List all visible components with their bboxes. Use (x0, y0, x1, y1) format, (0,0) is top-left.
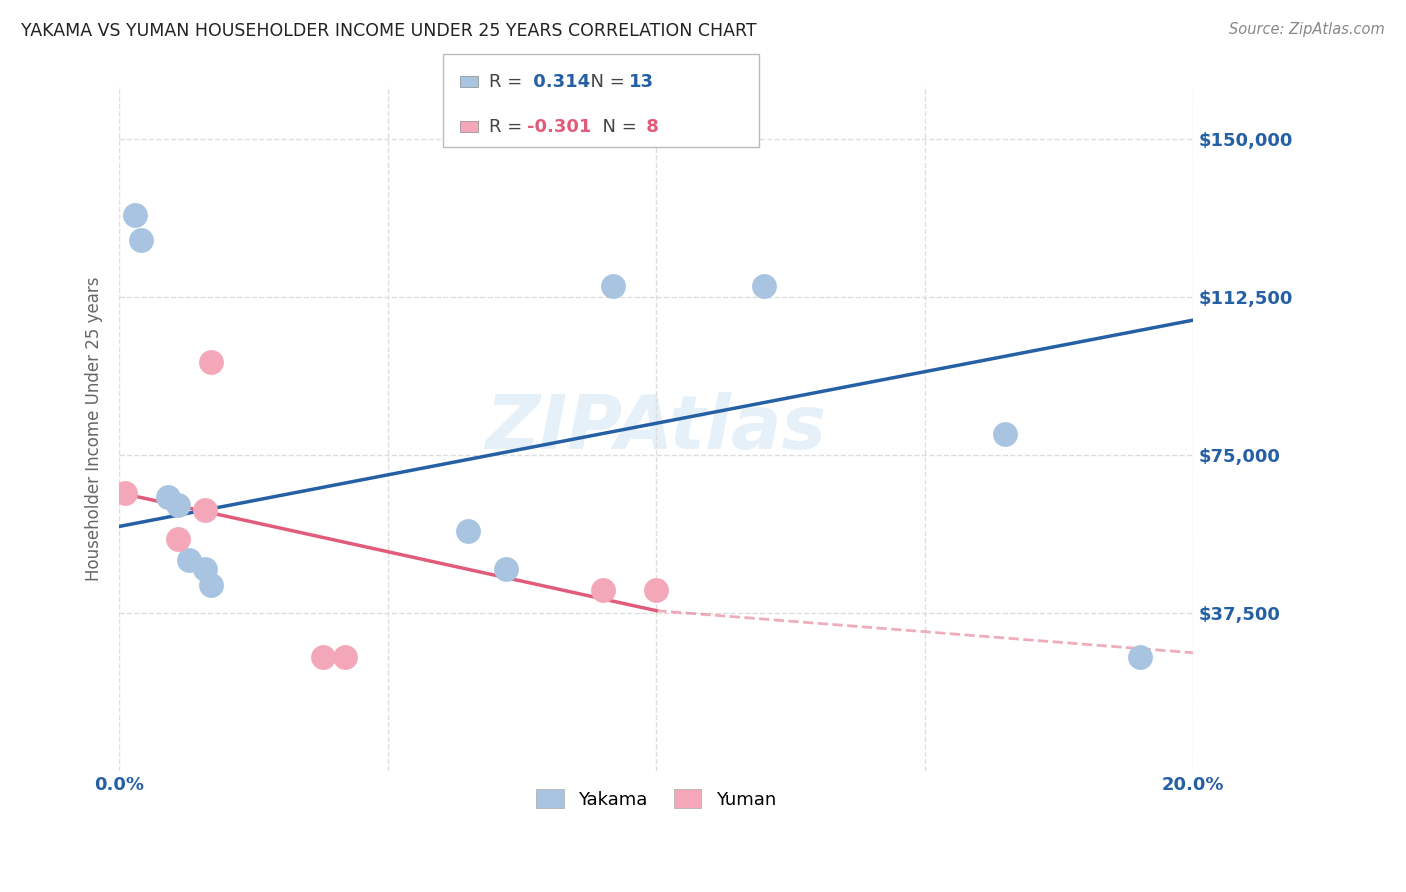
Point (312, 650, 335, 665)
Point (752, 279, 775, 293)
Text: 8: 8 (640, 118, 658, 136)
Text: R =: R = (489, 72, 529, 91)
Text: Source: ZipAtlas.com: Source: ZipAtlas.com (1229, 22, 1385, 37)
Point (1129, 650, 1152, 665)
Point (994, 426, 1017, 441)
Point (124, 208, 146, 222)
Point (200, 355, 222, 369)
Point (495, 561, 517, 575)
Text: 0.314: 0.314 (527, 72, 591, 91)
Legend: Yakama, Yuman: Yakama, Yuman (522, 775, 790, 823)
Point (200, 578, 222, 592)
Point (114, 485, 136, 500)
Point (129, 233, 152, 247)
Text: N =: N = (579, 72, 631, 91)
Point (602, 279, 624, 293)
Point (177, 553, 200, 567)
Text: YAKAMA VS YUMAN HOUSEHOLDER INCOME UNDER 25 YEARS CORRELATION CHART: YAKAMA VS YUMAN HOUSEHOLDER INCOME UNDER… (21, 22, 756, 40)
Y-axis label: Householder Income Under 25 years: Householder Income Under 25 years (86, 277, 103, 581)
Point (457, 524, 479, 538)
Point (156, 490, 179, 504)
Point (645, 582, 668, 597)
Text: 13: 13 (628, 72, 654, 91)
Text: ZIPAtlas: ZIPAtlas (485, 392, 827, 465)
Point (194, 561, 217, 575)
Point (167, 532, 190, 546)
Point (194, 502, 217, 516)
Text: -0.301: -0.301 (527, 118, 592, 136)
Point (333, 650, 356, 665)
Text: N =: N = (591, 118, 643, 136)
Point (167, 499, 190, 513)
Text: R =: R = (489, 118, 529, 136)
Point (592, 582, 614, 597)
